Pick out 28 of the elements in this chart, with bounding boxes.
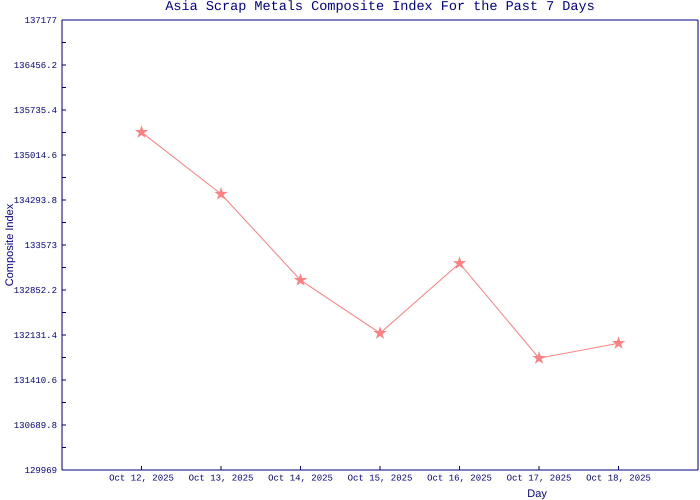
y-tick-label: 133573 [24, 241, 57, 252]
y-tick-label: 137177 [24, 16, 57, 26]
x-tick-label: Oct 16, 2025 [427, 473, 492, 484]
y-tick-label: 132131.4 [14, 331, 57, 342]
point [294, 273, 308, 286]
point [612, 336, 626, 349]
y-tick-label: 129969 [24, 466, 57, 476]
y-tick-label: 132852.2 [14, 286, 57, 296]
y-tick-label: 131410.6 [14, 376, 57, 386]
chart-title: Asia Scrap Metals Composite Index For the Past 7 Days [164, 0, 596, 16]
point [373, 326, 387, 339]
x-tick-label: Oct 14, 2025 [268, 473, 333, 484]
x-tick-label: Oct 17, 2025 [506, 473, 572, 484]
point [134, 125, 148, 138]
y-tick-label: 135735.4 [14, 106, 57, 116]
point [452, 256, 466, 269]
x-tick-label: Oct 12, 2025 [109, 473, 174, 484]
point [532, 351, 546, 364]
y-tick-label: 134293.8 [14, 196, 57, 206]
x-tick-label: Oct 15, 2025 [348, 473, 412, 484]
x-axis-title: Day [527, 488, 548, 500]
y-tick-label: 130689.8 [14, 421, 57, 432]
y-tick-label: 135014.6 [14, 151, 57, 162]
y-axis-title: Composite Index [4, 203, 16, 286]
y-tick-label: 136456.2 [14, 61, 57, 72]
x-tick-label: Oct 18, 2025 [586, 473, 651, 484]
x-tick-label: Oct 13, 2025 [188, 473, 254, 484]
point [214, 186, 228, 200]
